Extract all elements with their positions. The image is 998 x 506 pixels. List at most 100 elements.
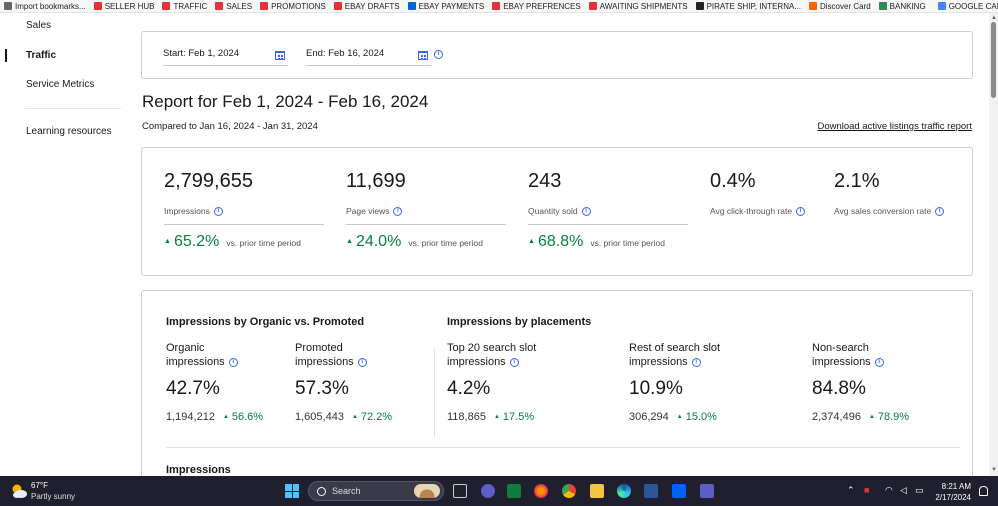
nav-service-metrics[interactable]: Service Metrics <box>26 79 95 90</box>
word-icon[interactable] <box>644 484 658 498</box>
bookmark-favicon-icon <box>4 2 12 10</box>
bookmark-item[interactable]: GOOGLE CALENDAR <box>934 2 998 11</box>
wifi-icon[interactable]: ◠ <box>885 485 893 495</box>
start-calendar-icon[interactable] <box>275 51 285 60</box>
partly-sunny-icon[interactable] <box>10 482 28 500</box>
bookmark-item[interactable]: EBAY DRAFTS <box>330 2 404 11</box>
task-view-icon[interactable] <box>453 484 467 498</box>
kpi-divider <box>346 224 506 225</box>
bookmark-item[interactable]: BANKING <box>875 2 930 11</box>
metric-label-line1: Non-search <box>812 342 869 354</box>
bookmark-item[interactable]: Import bookmarks... <box>0 2 90 11</box>
bookmark-item[interactable]: PROMOTIONS <box>256 2 330 11</box>
battery-icon[interactable]: ▭ <box>915 485 924 495</box>
kpi-value: 243 <box>528 170 562 192</box>
dropbox-icon[interactable] <box>672 484 686 498</box>
bookmark-item[interactable]: SALES <box>211 2 256 11</box>
kpi-value: 2.1% <box>834 170 880 192</box>
kpi-change: ▲ 65.2% vs. prior time period <box>164 233 301 251</box>
start-date-field[interactable]: Start: Feb 1, 2024 <box>163 42 288 66</box>
metric-count: 2,374,496 <box>812 411 861 423</box>
tray-chevron-icon[interactable]: ⌃ <box>847 485 855 495</box>
bookmark-label: SALES <box>226 1 253 11</box>
info-icon[interactable]: i <box>691 357 701 367</box>
bookmark-item[interactable]: Discover Card <box>805 2 875 11</box>
scroll-up-icon[interactable]: ▲ <box>991 15 997 21</box>
metric-change: 56.6% <box>231 411 264 423</box>
search-icon <box>317 486 326 496</box>
metric-change: 17.5% <box>502 411 535 423</box>
bookmark-favicon-icon <box>492 2 501 10</box>
kpi-change-value: 65.2% <box>173 233 220 250</box>
end-date-field[interactable]: End: Feb 16, 2024 <box>306 42 431 66</box>
firefox-icon[interactable] <box>534 484 548 498</box>
bookmark-item[interactable]: EBAY PAYMENTS <box>404 2 489 11</box>
info-icon[interactable]: i <box>228 357 238 367</box>
kpi-label: Avg click-through rate <box>710 206 793 216</box>
up-arrow-icon: ▲ <box>676 414 683 420</box>
date-info-icon[interactable]: i <box>434 50 443 59</box>
nav-learning-resources[interactable]: Learning resources <box>26 126 112 137</box>
metric-count: 1,605,443 <box>295 411 344 423</box>
end-calendar-icon[interactable] <box>418 51 428 60</box>
nav-sales[interactable]: Sales <box>26 20 52 31</box>
metric-value: 42.7% <box>166 378 220 399</box>
up-arrow-icon: ▲ <box>164 238 171 245</box>
info-icon[interactable]: i <box>796 207 806 217</box>
kpi-summary-card: 2,799,655 Impressions i ▲ 65.2% vs. prior… <box>141 147 973 276</box>
scrollbar-thumb[interactable] <box>991 22 996 98</box>
metric-label-line2: impressions <box>447 356 506 368</box>
search-highlight-icon <box>414 484 440 498</box>
info-icon[interactable]: i <box>213 207 223 217</box>
tray-app-icon[interactable]: ■ <box>864 485 870 495</box>
nav-traffic[interactable]: Traffic <box>26 50 57 61</box>
edge-icon[interactable] <box>617 484 631 498</box>
excel-icon[interactable] <box>507 484 521 498</box>
bookmark-label: EBAY DRAFTS <box>344 1 400 11</box>
kpi-change-label: vs. prior time period <box>226 238 301 248</box>
kpi-label: Impressions <box>164 206 210 216</box>
teams-icon[interactable] <box>700 484 714 498</box>
impressions-section-title: Impressions <box>166 464 231 476</box>
taskbar-search[interactable]: Search <box>308 481 444 501</box>
bookmark-item[interactable]: SELLER HUB <box>90 2 159 11</box>
file-explorer-icon[interactable] <box>590 484 604 498</box>
windows-start-icon[interactable] <box>285 484 299 498</box>
metric-value: 84.8% <box>812 378 866 399</box>
placements-title: Impressions by placements <box>447 316 592 328</box>
bookmark-favicon-icon <box>937 2 946 10</box>
chrome-icon[interactable] <box>562 484 576 498</box>
info-icon[interactable]: i <box>393 207 403 217</box>
bookmark-favicon-icon <box>260 2 269 10</box>
bookmark-label: SELLER HUB <box>104 1 155 11</box>
clock-date: 2/17/2024 <box>935 493 971 502</box>
bookmark-item[interactable]: TRAFFIC <box>158 2 211 11</box>
bookmark-label: GOOGLE CALENDAR <box>948 1 998 11</box>
info-icon[interactable]: i <box>581 207 591 217</box>
kpi-change: ▲ 68.8% vs. prior time period <box>528 233 665 251</box>
scroll-down-icon[interactable]: ▼ <box>991 467 997 473</box>
section-divider <box>434 349 435 437</box>
info-icon[interactable]: i <box>357 357 367 367</box>
bookmark-item[interactable]: PIRATE SHIP, INTERNA... <box>692 2 805 11</box>
bookmark-item[interactable]: EBAY PREFRENCES <box>488 2 585 11</box>
teams-chat-icon[interactable] <box>481 484 495 498</box>
page-scrollbar[interactable] <box>989 13 998 476</box>
volume-icon[interactable]: ◁ <box>900 485 907 495</box>
info-icon[interactable]: i <box>935 207 945 217</box>
up-arrow-icon: ▲ <box>351 414 358 420</box>
up-arrow-icon: ▲ <box>493 414 500 420</box>
nav-divider <box>25 108 121 109</box>
bookmark-favicon-icon <box>695 2 704 10</box>
kpi-label: Avg sales conversion rate <box>834 206 932 216</box>
taskbar-clock[interactable]: 8:21 AM 2/17/2024 <box>935 481 971 503</box>
bookmark-favicon-icon <box>808 2 817 10</box>
metric-count: 1,194,212 <box>166 411 215 423</box>
organic-promoted-title: Impressions by Organic vs. Promoted <box>166 316 365 328</box>
bookmark-favicon-icon <box>407 2 416 10</box>
notification-bell-icon[interactable] <box>979 486 988 496</box>
download-traffic-report-link[interactable]: Download active listings traffic report <box>817 121 972 132</box>
info-icon[interactable]: i <box>509 357 519 367</box>
info-icon[interactable]: i <box>874 357 884 367</box>
bookmark-item[interactable]: AWAITING SHIPMENTS <box>585 2 692 11</box>
